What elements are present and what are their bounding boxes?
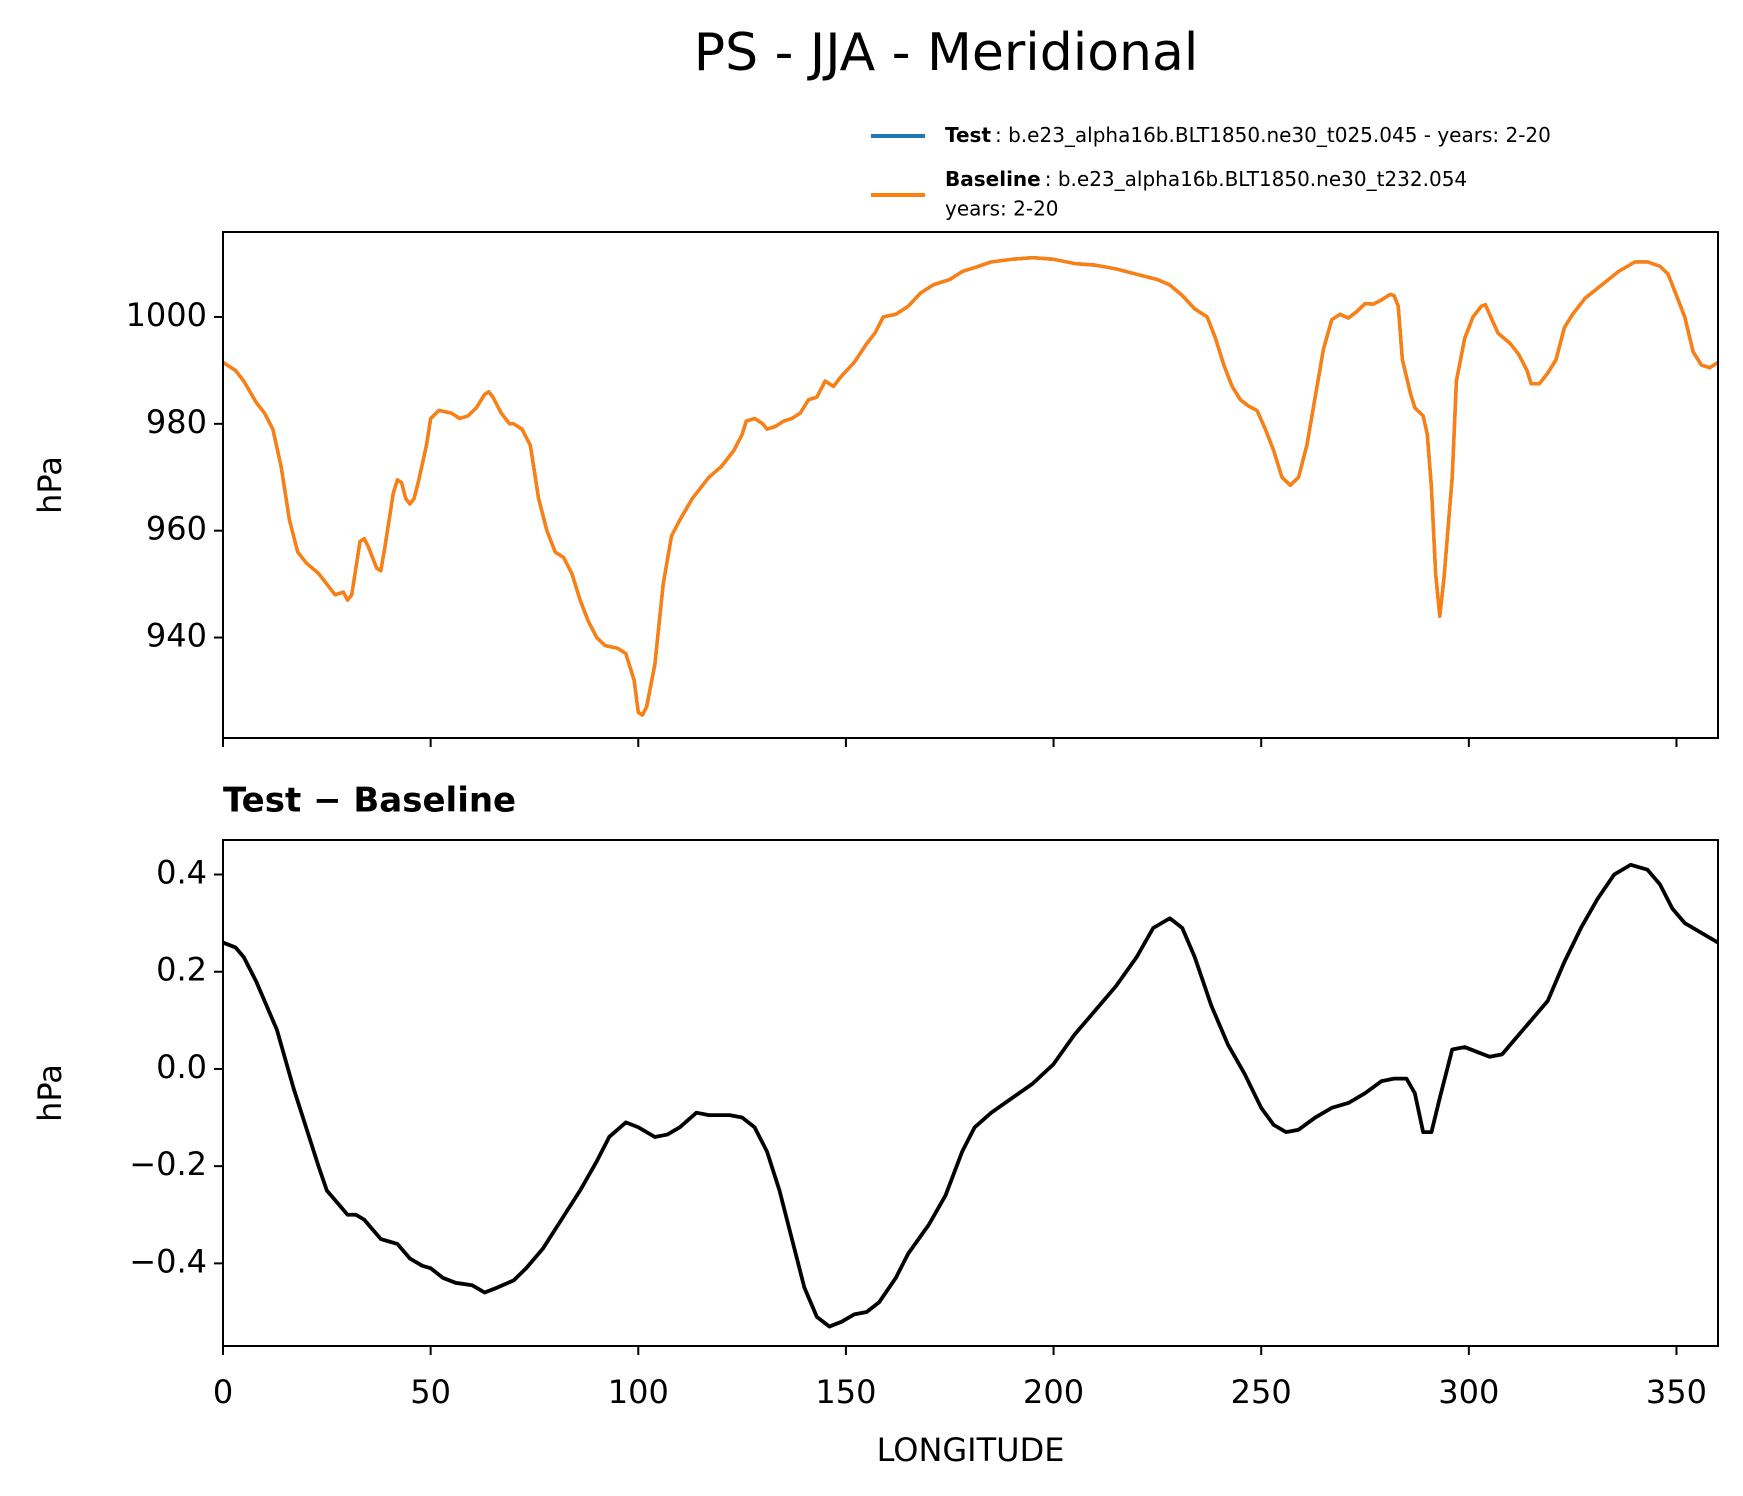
x-axis-label: LONGITUDE [877,1431,1065,1469]
legend-text: : b.e23_alpha16b.BLT1850.ne30_t025.045 -… [995,123,1551,147]
series-line [223,255,1718,717]
figure-title: PS - JJA - Meridional [694,23,1199,83]
series-line [223,862,1718,1329]
y-tick-label: 980 [146,403,207,441]
x-tick-label: 300 [1438,1373,1499,1411]
y-axis-label: hPa [31,456,69,514]
y-tick-label: 940 [146,617,207,655]
x-tick-label: 200 [1023,1373,1084,1411]
legend-name: Baseline [945,167,1041,191]
legend-label: Test: b.e23_alpha16b.BLT1850.ne30_t025.0… [945,123,1551,147]
x-tick-label: 150 [815,1373,876,1411]
y-tick-label: −0.2 [129,1145,207,1183]
y-tick-label: 0.4 [156,854,207,892]
x-tick-label: 0 [213,1373,233,1411]
y-tick-label: 1000 [126,296,207,334]
axes-title: Test − Baseline [223,781,516,821]
x-tick-label: 100 [608,1373,669,1411]
x-tick-label: 50 [410,1373,451,1411]
legend-name: Test [945,123,991,147]
y-tick-label: 960 [146,510,207,548]
y-axis-label: hPa [31,1064,69,1122]
y-tick-label: −0.4 [129,1242,207,1280]
x-tick-label: 250 [1231,1373,1292,1411]
y-tick-label: 0.0 [156,1048,207,1086]
axes-frame [222,839,1719,1347]
axes-frame [222,231,1719,739]
legend-text: years: 2-20 [945,197,1059,221]
legend-text: : b.e23_alpha16b.BLT1850.ne30_t232.054 [1045,167,1467,191]
legend-label: Baseline: b.e23_alpha16b.BLT1850.ne30_t2… [945,167,1467,191]
x-tick-label: 350 [1646,1373,1707,1411]
y-tick-label: 0.2 [156,951,207,989]
